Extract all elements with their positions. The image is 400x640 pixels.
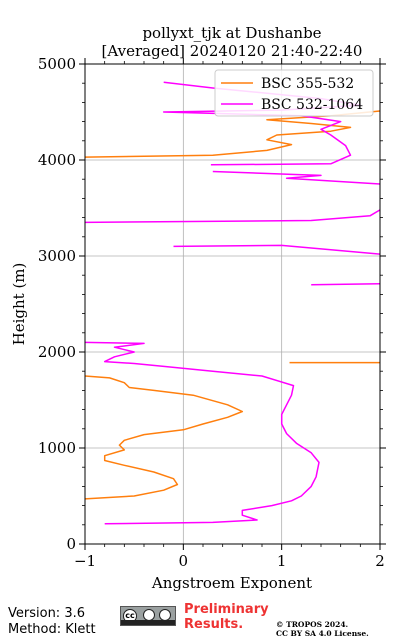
x-tick-label: −1 bbox=[74, 552, 96, 570]
series-line-bsc-532-1064 bbox=[212, 170, 380, 185]
axes-frame bbox=[84, 63, 381, 545]
y-tick-label: 2000 bbox=[38, 343, 76, 361]
chart-title-line2: [Averaged] 20240120 21:40-22:40 bbox=[102, 42, 363, 60]
copyright-text: © TROPOS 2024. CC BY SA 4.0 License. bbox=[276, 620, 400, 638]
grid bbox=[84, 63, 381, 545]
copyright-line2: CC BY SA 4.0 License. bbox=[276, 629, 369, 638]
copyright-line1: © TROPOS 2024. bbox=[276, 620, 349, 629]
legend-label-bsc-532-1064: BSC 532-1064 bbox=[261, 97, 363, 113]
y-tick-label: 0 bbox=[66, 535, 76, 553]
method-text: Method: Klett bbox=[8, 622, 96, 637]
series-line-bsc-532-1064 bbox=[85, 341, 320, 525]
y-axis-label: Height (m) bbox=[10, 263, 28, 346]
chart: pollyxt_tjk at Dushanbe [Averaged] 20240… bbox=[10, 24, 386, 592]
x-axis-label: Angstroem Exponent bbox=[151, 574, 312, 592]
chart-title-line1: pollyxt_tjk at Dushanbe bbox=[142, 24, 321, 42]
series-line-bsc-355-532 bbox=[85, 375, 244, 500]
y-tick-label: 3000 bbox=[38, 247, 76, 265]
preliminary-results-text: Preliminary Results. bbox=[184, 602, 269, 632]
y-tick-label: 4000 bbox=[38, 151, 76, 169]
cc-license-icon: cc bbox=[120, 606, 176, 626]
series-line-bsc-532-1064 bbox=[85, 209, 380, 224]
legend-box bbox=[214, 69, 374, 117]
x-tick-label: 0 bbox=[179, 552, 189, 570]
legend-label-bsc-355-532: BSC 355-532 bbox=[261, 76, 354, 92]
y-tick-label: 5000 bbox=[38, 55, 76, 73]
y-tick-label: 1000 bbox=[38, 439, 76, 457]
x-tick-label: 1 bbox=[277, 552, 287, 570]
plot-area bbox=[85, 81, 380, 525]
x-tick-label: 2 bbox=[375, 552, 385, 570]
series-line-bsc-355-532 bbox=[85, 110, 380, 158]
cc-strip bbox=[121, 620, 175, 625]
series-bsc-532-1064 bbox=[85, 81, 380, 525]
series-line-bsc-532-1064 bbox=[311, 283, 380, 286]
series-bsc-355-532 bbox=[85, 110, 380, 500]
version-text: Version: 3.6 bbox=[8, 606, 85, 621]
legend: BSC 355-532 BSC 532-1064 bbox=[214, 69, 374, 117]
series-line-bsc-532-1064 bbox=[173, 244, 380, 255]
